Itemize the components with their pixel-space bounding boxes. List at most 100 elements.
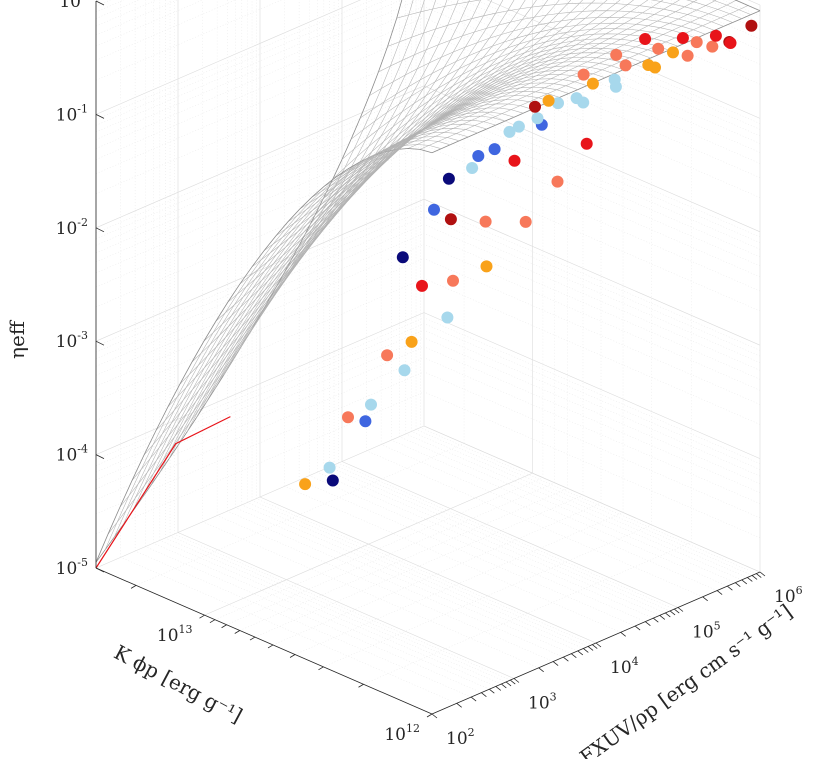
wall-gridline-minor [95, 391, 425, 535]
data-point [676, 32, 689, 44]
floor-gridline-minor [323, 469, 660, 616]
wall-gridline-minor [95, 0, 419, 140]
z-tick-mark [95, 567, 105, 573]
y-tick-mark [735, 582, 741, 587]
floor-gridline-minor [415, 429, 753, 576]
wall-gridline-minor [423, 31, 761, 178]
data-point [531, 112, 544, 125]
wall-gridline-minor [95, 233, 425, 376]
data-points [299, 19, 758, 491]
floor-gridline [341, 461, 679, 608]
surface-meshline [143, 0, 448, 456]
surface-meshline [332, 38, 669, 180]
data-point [441, 311, 454, 324]
y-tick-mark [591, 644, 598, 649]
data-point [745, 19, 758, 32]
wall-gridline-minor [95, 278, 425, 421]
floor-gridline-minor [299, 479, 636, 627]
surface-meshline [277, 65, 615, 284]
floor-gridline-minor [317, 471, 654, 619]
floor-gridline-minor [363, 542, 692, 685]
y-tick-mark [702, 596, 708, 602]
y-tick-mark [501, 683, 507, 689]
wall-gridline-minor [95, 96, 425, 240]
wall-gridline-minor [669, 0, 761, 40]
y-tick-mark [645, 621, 651, 626]
wall-gridline-minor [423, 323, 761, 470]
surface-meshline [305, 52, 642, 234]
floor-gridline-minor [217, 515, 554, 662]
y-tick-mark [669, 610, 676, 616]
floor-gridline-minor [169, 535, 507, 683]
floor-gridline-minor [411, 431, 748, 578]
y-tick-mark [577, 650, 584, 656]
floor-gridline [423, 425, 761, 573]
floor-gridline-minor [399, 436, 736, 583]
data-point [416, 279, 428, 292]
floor-gridline-minor [202, 521, 539, 669]
data-point [323, 461, 336, 474]
axis-grid [95, 0, 761, 715]
floor-gridline-minor [165, 537, 502, 685]
wall-gridline-minor [95, 357, 425, 500]
wall-gridline-minor [423, 119, 761, 267]
x-tick-mark [358, 683, 364, 688]
z-tick-label: 10-2 [56, 216, 88, 239]
wall-gridline-minor [95, 224, 425, 367]
data-point [580, 137, 593, 150]
wall-gridline-minor [423, 90, 761, 238]
wall-gridline-minor [95, 6, 425, 149]
floor-gridline-minor [405, 433, 742, 581]
wall-gridline-minor [95, 216, 425, 359]
y-tick-mark [456, 703, 462, 708]
surface-meshline [387, 2, 724, 47]
z-tick-mark [95, 0, 105, 6]
wall-gridline-minor [428, 0, 761, 144]
floor-gridline [177, 532, 515, 679]
floor-gridline-minor [391, 439, 728, 587]
y-tick-mark [673, 608, 680, 614]
x-tick-mark [318, 666, 324, 671]
data-point [610, 48, 623, 61]
y-tick-mark [716, 590, 723, 595]
data-point [405, 335, 418, 348]
x-tick-mark [234, 630, 240, 634]
y-tick-mark [513, 678, 520, 683]
data-point [529, 100, 541, 113]
data-point [381, 349, 394, 362]
wall-gridline-minor [461, 0, 761, 130]
data-point [667, 46, 679, 59]
y-tick-mark [659, 615, 666, 620]
wall-gridline-minor [423, 244, 761, 391]
wall-gridline-minor [423, 278, 761, 425]
y-tick-mark [620, 632, 626, 637]
floor-gridline-minor [329, 466, 666, 614]
surface-meshline [186, 107, 524, 432]
data-point [551, 175, 564, 188]
y-tick-label: 104 [610, 655, 639, 678]
wall-gridline-minor [423, 51, 761, 198]
floor-gridline-minor [239, 488, 568, 631]
surface-meshline [227, 0, 526, 303]
floor-gridline-minor [338, 462, 675, 610]
surface-meshline [168, 115, 505, 460]
y-tick-mark [677, 607, 684, 612]
wall-gridline-minor [423, 357, 761, 504]
wall-gridline-minor [95, 323, 425, 466]
z-tick-label: 10-5 [56, 556, 88, 579]
data-point [428, 203, 440, 216]
y-tick-mark [583, 648, 589, 653]
data-point [503, 125, 516, 138]
x-axis-line [95, 567, 433, 715]
floor-gridline-minor [153, 542, 490, 690]
surface-meshline [360, 22, 697, 119]
y-tick-label: 106 [774, 584, 803, 607]
y-tick-label: 103 [528, 691, 557, 714]
wall-gridline [423, 85, 761, 233]
wall-gridline-minor [735, 0, 761, 11]
wall-gridline-minor [423, 110, 761, 258]
data-point [577, 68, 590, 81]
surface-meshline [250, 78, 587, 331]
surface-meshline [287, 61, 624, 268]
wall-gridline-minor [95, 31, 425, 174]
